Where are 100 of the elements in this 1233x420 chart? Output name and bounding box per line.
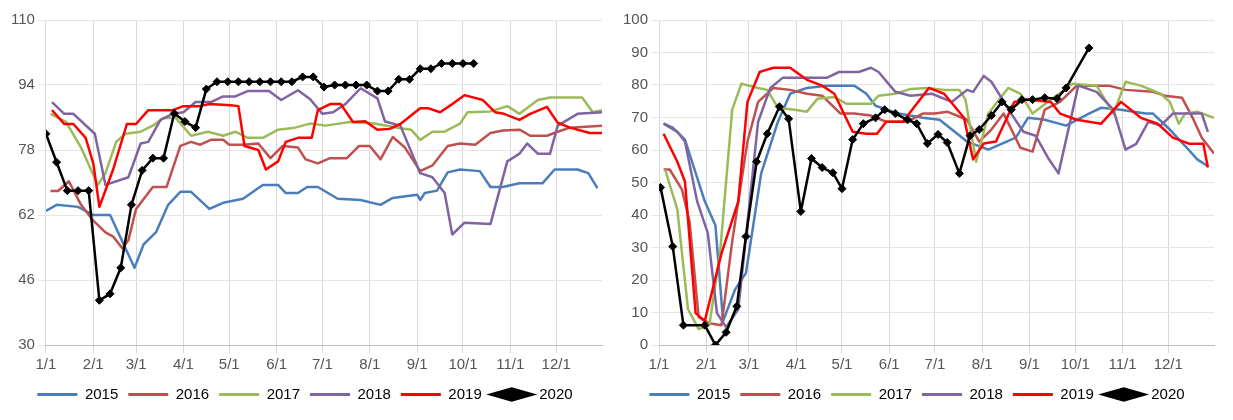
point: [212, 77, 222, 87]
x-tick-label: 12/1: [1153, 355, 1183, 373]
y-tick-label: 0: [639, 335, 649, 353]
x-tick-label: 11/1: [496, 355, 525, 373]
point: [447, 58, 457, 68]
point: [1052, 94, 1062, 104]
point: [201, 84, 211, 94]
point: [362, 80, 372, 90]
y-tick-label: 62: [18, 205, 35, 223]
point: [837, 184, 847, 194]
x-tick-label: 4/1: [785, 355, 807, 373]
point: [890, 109, 900, 119]
x-tick-label: 5/1: [218, 355, 240, 373]
point: [933, 129, 943, 139]
point: [1028, 95, 1038, 105]
x-tick-label: 9/1: [406, 355, 428, 373]
legend-label: 2020: [539, 384, 573, 402]
x-tick-label: 5/1: [831, 355, 853, 373]
point: [319, 82, 329, 92]
point: [903, 115, 913, 125]
point: [774, 102, 784, 112]
point: [469, 58, 479, 68]
legend-label: 2019: [1060, 384, 1094, 402]
point: [1084, 43, 1094, 53]
y-tick-label: 10: [631, 302, 649, 320]
x-tick-label: 2/1: [82, 355, 104, 373]
x-tick-label: 1/1: [35, 355, 57, 373]
point: [858, 119, 868, 129]
point: [752, 157, 762, 167]
point: [942, 138, 952, 148]
legend-label: 2017: [878, 384, 913, 402]
x-tick-label: 6/1: [878, 355, 900, 373]
point: [912, 119, 922, 129]
x-tick-label: 10/1: [1060, 355, 1090, 373]
point: [974, 125, 984, 135]
point: [678, 320, 688, 330]
point: [986, 111, 996, 121]
point: [1006, 105, 1016, 115]
point: [817, 163, 827, 173]
x-tick-label: 8/1: [359, 355, 381, 373]
point: [180, 117, 190, 127]
y-tick-label: 30: [631, 237, 649, 255]
x-tick-label: 2/1: [695, 355, 717, 373]
point: [137, 165, 147, 175]
x-tick-label: 3/1: [125, 355, 147, 373]
y-tick-label: 100: [623, 10, 649, 28]
y-tick-label: 30: [18, 335, 35, 353]
x-tick-label: 6/1: [266, 355, 288, 373]
y-tick-label: 46: [18, 270, 35, 288]
legend-label: 2015: [696, 384, 731, 402]
point: [405, 74, 415, 84]
point: [73, 186, 83, 196]
legend-label: 2020: [1151, 384, 1185, 402]
y-tick-label: 94: [18, 75, 35, 93]
x-tick-label: 12/1: [541, 355, 571, 373]
legend-label: 2015: [84, 384, 119, 402]
y-tick-label: 70: [631, 107, 649, 125]
point: [394, 74, 404, 84]
point: [415, 64, 425, 74]
point: [848, 135, 858, 145]
legend-label: 2018: [969, 384, 1003, 402]
x-tick-label: 10/1: [448, 355, 478, 373]
point: [965, 131, 975, 141]
point: [954, 168, 964, 178]
legend-label: 2019: [448, 384, 482, 402]
point: [287, 77, 297, 87]
point: [1017, 95, 1027, 105]
x-tick-label: 7/1: [312, 355, 333, 373]
x-tick-label: 11/1: [1108, 355, 1137, 373]
point: [426, 64, 436, 74]
y-tick-label: 78: [18, 140, 35, 158]
point: [997, 97, 1007, 107]
point: [871, 113, 881, 123]
point: [741, 231, 751, 241]
point: [105, 289, 115, 299]
x-tick-label: 7/1: [924, 355, 946, 373]
y-tick-label: 40: [631, 205, 649, 223]
point: [191, 123, 201, 133]
point: [458, 58, 468, 68]
y-tick-label: 60: [631, 140, 649, 158]
point: [62, 186, 72, 196]
point: [1040, 93, 1050, 103]
y-tick-label: 90: [631, 42, 649, 60]
point: [244, 77, 254, 87]
x-tick-label: 4/1: [172, 355, 194, 373]
point: [52, 157, 62, 167]
x-tick-label: 3/1: [738, 355, 760, 373]
x-tick-label: 1/1: [648, 355, 670, 373]
point: [828, 168, 838, 178]
point: [721, 327, 731, 337]
y-tick-label: 20: [631, 270, 649, 288]
point: [276, 77, 286, 87]
point: [116, 263, 126, 273]
point: [437, 58, 447, 68]
x-tick-label: 8/1: [971, 355, 993, 373]
point: [922, 139, 932, 148]
point: [732, 301, 742, 311]
point: [700, 320, 710, 330]
x-tick-label: 9/1: [1019, 355, 1040, 373]
point: [159, 153, 169, 163]
